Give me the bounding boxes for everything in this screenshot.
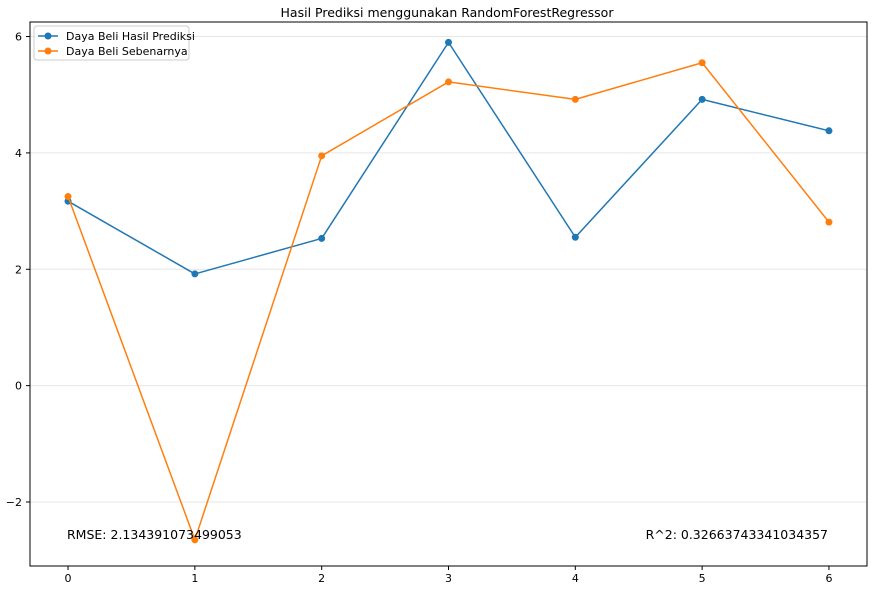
legend-label: Daya Beli Hasil Prediksi	[66, 30, 195, 43]
legend-box	[33, 25, 190, 61]
x-tick-label: 4	[572, 572, 579, 585]
data-point	[318, 234, 326, 242]
data-point	[571, 233, 579, 241]
data-point	[191, 536, 199, 544]
series-line	[67, 41, 830, 275]
series-line	[67, 61, 830, 541]
series-2	[64, 59, 833, 544]
data-point	[318, 152, 326, 160]
x-tick-label: 2	[318, 572, 325, 585]
data-point	[571, 95, 579, 103]
data-point	[64, 193, 72, 201]
rmse-annotation: RMSE: 2.134391073499053	[67, 527, 242, 542]
data-point	[445, 38, 452, 46]
legend-marker	[44, 32, 52, 40]
legend-marker	[44, 47, 52, 55]
data-point	[825, 127, 833, 135]
legend: Daya Beli Hasil Prediksi Daya Beli Sebena…	[33, 25, 195, 61]
data-point	[698, 59, 706, 67]
plot-frame	[29, 21, 868, 567]
x-tick-label: 1	[191, 572, 198, 585]
series-1	[64, 38, 833, 278]
r2-annotation: R^2: 0.32663743341034357	[646, 527, 828, 542]
y-tick-label: 4	[15, 147, 22, 160]
legend-label: Daya Beli Sebenarnya	[66, 45, 188, 58]
x-tick-label: 5	[699, 572, 706, 585]
x-tick-label: 6	[825, 572, 832, 585]
y-tick-label: 0	[15, 380, 22, 393]
axes: 6 4 2 0 −2 0 1 2 3 4 5 6	[6, 31, 833, 585]
series-group	[64, 38, 833, 544]
y-tick-label: −2	[6, 496, 22, 509]
data-point	[698, 95, 706, 103]
chart-title: Hasil Prediksi menggunakan RandomForestR…	[281, 5, 615, 20]
y-tick-label: 2	[15, 263, 22, 276]
x-tick-label: 3	[445, 572, 452, 585]
data-point	[445, 78, 452, 86]
x-tick-label: 0	[65, 572, 72, 585]
y-tick-label: 6	[15, 31, 22, 44]
data-point	[191, 270, 199, 278]
data-point	[825, 218, 833, 226]
grid	[30, 36, 867, 503]
